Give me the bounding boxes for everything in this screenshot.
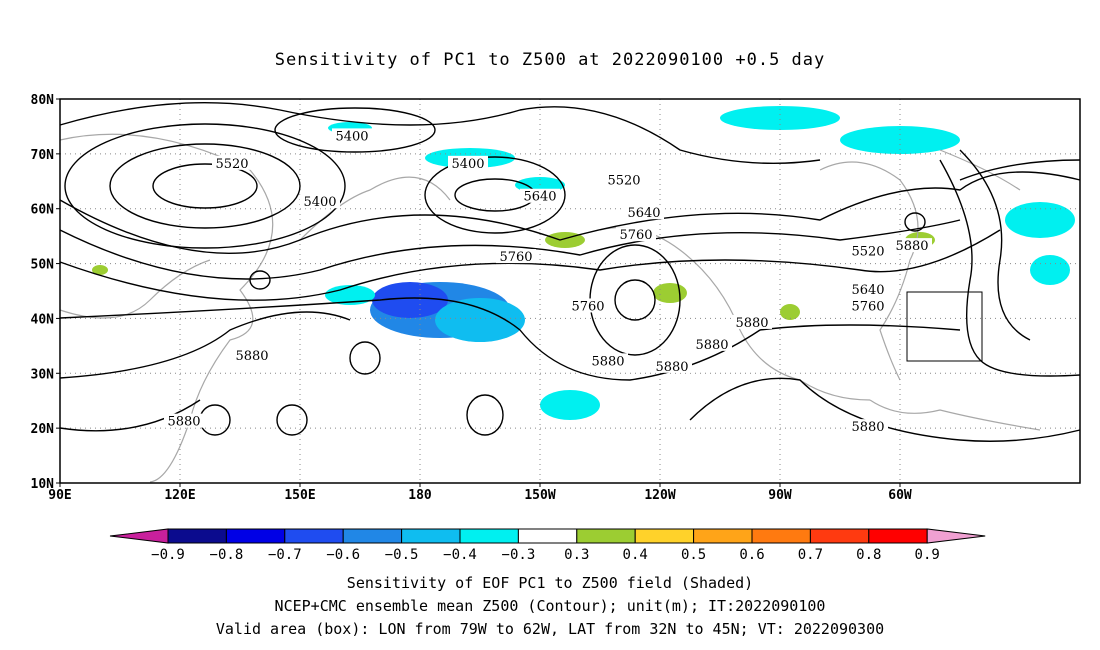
lon-tick-label: 60W [888,488,912,503]
colorbar-swatch [167,528,227,544]
contour-label: 5880 [851,420,884,435]
lat-tick-label: 20N [31,422,55,437]
contour-label-bg [588,353,628,368]
contour-label-bg [892,238,932,253]
contour-label: 5640 [627,206,660,221]
colorbar-tick-label: −0.6 [326,547,360,563]
colorbar-tick-label: 0.9 [915,547,940,563]
colorbar-tick-label: 0.6 [739,547,764,563]
lat-tick-label: 10N [31,477,55,492]
contour-label: 5880 [591,354,624,369]
colorbar-swatch [693,528,753,544]
contour-label: 5520 [607,173,640,188]
contour-label-bg [848,243,888,258]
lon-tick-label: 90E [48,488,71,503]
lat-tick-label: 60N [31,203,55,218]
footer-line-1: Sensitivity of EOF PC1 to Z500 field (Sh… [346,574,754,592]
contour-label-bg [848,282,888,296]
colorbar-tick-label: −0.5 [385,547,419,563]
colorbar-high-arrow [926,528,986,544]
contour-label: 5880 [655,360,688,375]
colorbar-tick-label: −0.8 [210,547,244,563]
colorbar-tick-label: 0.7 [798,547,823,563]
colorbar-swatch [284,528,344,544]
contour-label: 5880 [167,415,200,430]
colorbar-low-arrow [109,528,169,544]
lon-axis: 90E 120E 150E 180 150W 120W 90W 60W [48,483,912,503]
lat-tick-label: 40N [31,312,55,327]
contour-label-bg [448,155,488,170]
lat-tick-label: 70N [31,148,55,163]
lat-lon-grid [60,99,1080,483]
contour-label-bg [332,128,372,143]
contour-label: 5880 [895,239,928,254]
colorbar-tick-label: 0.4 [623,547,648,563]
colorbar-swatch [459,528,519,544]
colorbar-swatch [517,528,578,544]
contour-label-bg [848,298,888,313]
contour-label: 5520 [851,245,884,260]
colorbar-swatch [634,528,695,544]
contour-label: 5400 [335,129,368,144]
colorbar-swatch [868,528,928,544]
colorbar-swatch [576,528,636,544]
contour-label: 5760 [619,228,652,243]
lat-axis: 80N 70N 60N 50N 40N 30N 20N 10N [31,93,60,492]
contour-label: 5400 [451,157,484,172]
contour-label-bg [520,188,560,203]
lon-tick-label: 120E [164,488,195,503]
contour-label-bg [300,194,340,209]
colorbar-swatch [342,528,403,544]
contour-label-bg [692,336,732,351]
colorbar-tick-label: −0.4 [443,547,477,563]
colorbar-tick-label: 0.8 [856,547,881,563]
contour-label-bg [232,347,272,362]
colorbar-swatch [809,528,870,544]
contour-label: 5760 [571,299,604,314]
colorbar-swatch [401,528,461,544]
colorbar-tick-label: 0.3 [564,547,589,563]
contour-label: 5640 [523,190,556,205]
colorbar-swatch [751,528,811,544]
contour-label-bg [732,314,772,329]
contour-label-bg [568,298,608,313]
contour-label: 5520 [215,157,248,172]
colorbar-tick-label: −0.9 [151,547,185,563]
contour-label-bg [624,205,664,220]
colorbar-swatch [225,528,286,544]
lon-tick-label: 90W [768,488,792,503]
valid-area-box [906,291,983,362]
contour-label-bg [604,172,644,187]
contour-label: 5400 [303,195,336,210]
colorbar-tick-label: −0.3 [502,547,536,563]
lon-tick-label: 150W [524,488,555,503]
contour-label-bg [496,249,536,264]
contour-label: 5880 [235,349,268,364]
map-frame [59,98,1081,484]
contour-label: 5880 [735,316,768,331]
contour-label-bg [616,227,656,242]
colorbar-tick-label: −0.7 [268,547,302,563]
footer-line-3: Valid area (box): LON from 79W to 62W, L… [215,620,885,638]
contour-labels: 5400552054005400564055205640576057605760… [164,128,932,435]
lon-tick-label: 150E [284,488,315,503]
lon-tick-label: 180 [408,488,432,503]
contour-label-bg [652,358,692,373]
contour-label-bg [164,413,204,428]
contour-label: 5760 [851,299,884,314]
colorbar-tick-label: 0.5 [681,547,706,563]
lat-tick-label: 30N [31,367,55,382]
contour-label: 5640 [851,283,884,298]
map-title: Sensitivity of PC1 to Z500 at 2022090100… [274,50,826,70]
footer-line-2: NCEP+CMC ensemble mean Z500 (Contour); u… [274,597,826,615]
contour-label: 5880 [695,338,728,353]
lat-tick-label: 50N [31,258,55,273]
contour-label: 5760 [499,250,532,265]
contour-label-bg [212,155,252,170]
lon-tick-label: 120W [644,488,675,503]
lat-tick-label: 80N [31,93,55,108]
contour-label-bg [848,419,888,434]
